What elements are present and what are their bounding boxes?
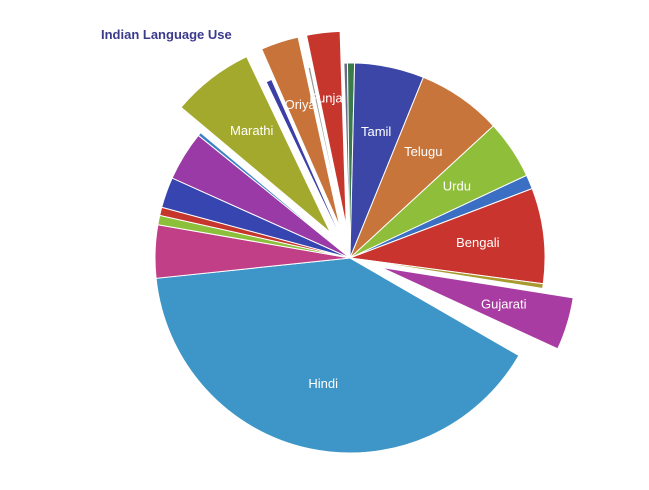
- chart-title: Indian Language Use: [101, 27, 232, 42]
- pie-slice-slice-9: [265, 78, 351, 259]
- pie-slice-oriya: [261, 36, 341, 228]
- slice-label-gujarati: Gujarati: [481, 297, 527, 312]
- slice-label-bengali: Bengali: [456, 235, 499, 250]
- pie-slice-slice-22: [349, 257, 528, 357]
- slice-label-oriya: Oriya: [285, 97, 317, 112]
- slice-label-telugu: Telugu: [404, 144, 442, 159]
- pie-slice-bengali: [349, 187, 546, 285]
- slice-label-tamil: Tamil: [361, 124, 391, 139]
- slice-label-urdu: Urdu: [443, 178, 471, 193]
- pie-slice-hindi: [155, 257, 520, 454]
- pie-slice-slice-7: [197, 131, 351, 259]
- pie-slice-punjabi: [305, 30, 347, 227]
- pie-slice-slice-11: [307, 66, 351, 259]
- slice-label-marathi: Marathi: [230, 123, 273, 138]
- pie-slice-slice-20: [349, 257, 544, 290]
- slice-label-hindi: Hindi: [308, 376, 338, 391]
- pie-slice-gujarati: [380, 266, 574, 350]
- pie-slice-marathi: [180, 55, 331, 234]
- slice-label-punjabi: Punjabi: [309, 90, 352, 105]
